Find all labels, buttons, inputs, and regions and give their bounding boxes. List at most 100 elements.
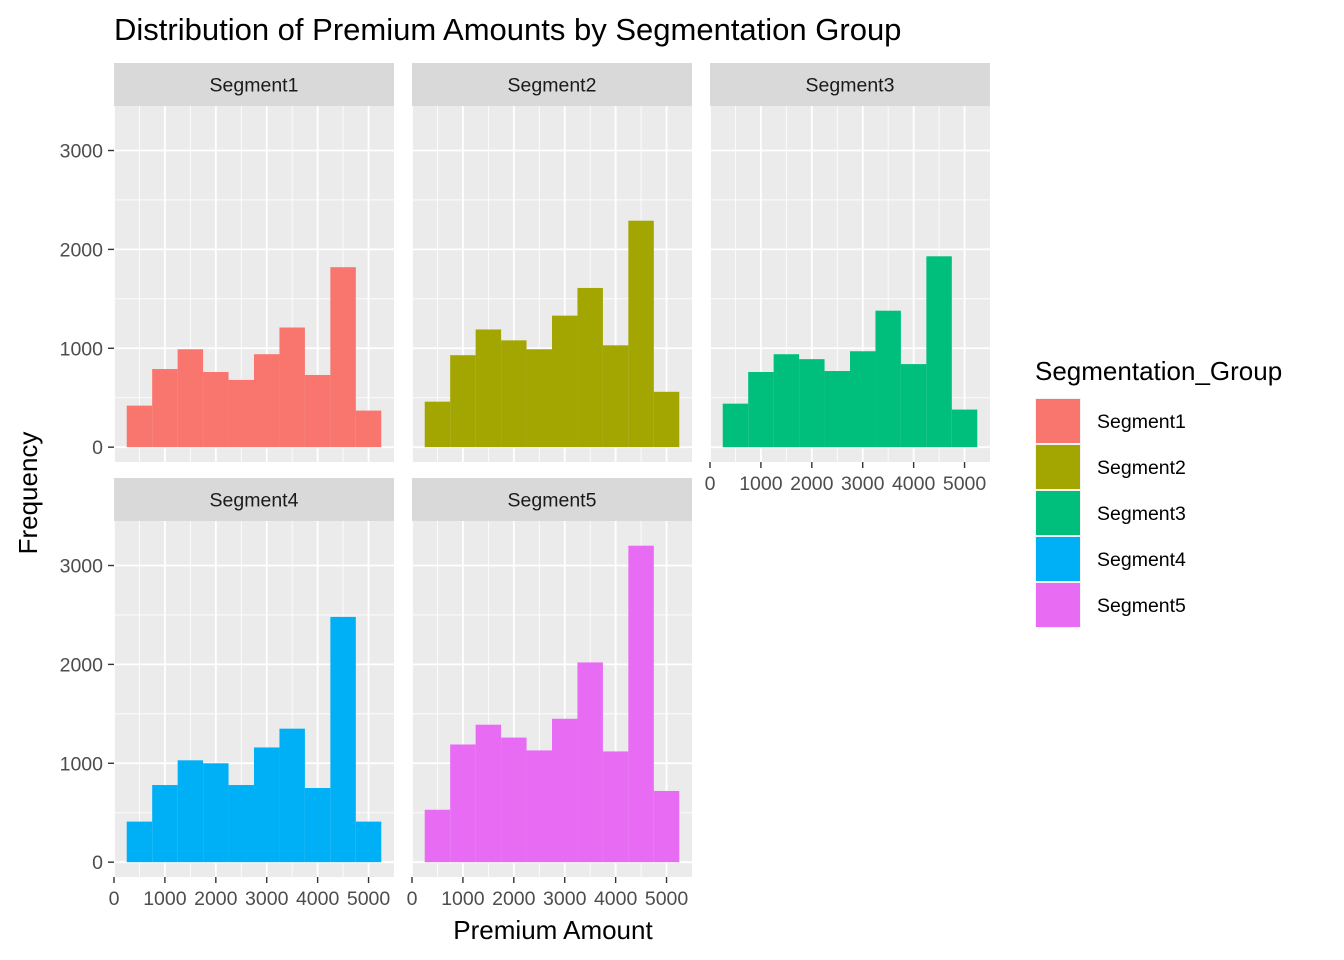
bar-segment2-bin-3 xyxy=(475,329,502,448)
bar-segment3-bin-1 xyxy=(722,403,749,448)
bar-segment1-bin-9 xyxy=(330,267,356,448)
y-tick-label: 1000 xyxy=(60,338,104,360)
bar-segment2-bin-10 xyxy=(653,391,680,448)
bar-segment4-bin-5 xyxy=(228,785,254,863)
chart-title: Distribution of Premium Amounts by Segme… xyxy=(114,12,901,47)
x-tick-label: 3000 xyxy=(841,473,885,495)
bar-segment1-bin-1 xyxy=(126,405,153,448)
x-tick-label: 1000 xyxy=(739,473,783,495)
y-tick-label: 1000 xyxy=(60,753,104,775)
legend-item-segment4: Segment4 xyxy=(1035,536,1186,582)
y-axis-title: Frequency xyxy=(13,432,43,555)
legend-item-segment3: Segment3 xyxy=(1035,490,1186,536)
x-tick-label: 3000 xyxy=(543,888,587,910)
x-tick-label: 2000 xyxy=(492,888,536,910)
x-tick-label: 0 xyxy=(705,473,716,495)
bar-segment1-bin-10 xyxy=(355,410,382,448)
bar-segment5-bin-9 xyxy=(628,545,654,863)
x-tick-label: 5000 xyxy=(645,888,689,910)
y-tick-label: 3000 xyxy=(60,556,104,578)
legend-swatch xyxy=(1036,537,1080,581)
x-tick-label: 1000 xyxy=(441,888,485,910)
bar-segment2-bin-5 xyxy=(526,349,552,448)
bar-segment3-bin-3 xyxy=(773,354,800,448)
bar-segment4-bin-1 xyxy=(126,821,153,863)
strip-label: Segment1 xyxy=(210,75,299,97)
bar-segment5-bin-8 xyxy=(602,751,629,863)
legend-swatch xyxy=(1036,445,1080,489)
strip-segment2 xyxy=(412,63,692,106)
panel-segment3: Segment3 0 1000 2000 3000 4000 5000 xyxy=(705,63,990,495)
panel-segment1: Segment1 0 1000 2000 3000 xyxy=(60,63,394,462)
strip-segment3 xyxy=(710,63,990,106)
x-tick-label: 2000 xyxy=(194,888,238,910)
bar-segment1-bin-3 xyxy=(177,349,204,448)
bar-segment1-bin-5 xyxy=(228,379,254,448)
bar-segment5-bin-1 xyxy=(424,809,451,863)
strip-label: Segment3 xyxy=(806,75,895,97)
bar-segment1-bin-4 xyxy=(203,372,229,448)
bar-segment5-bin-4 xyxy=(501,737,527,863)
bar-segment3-bin-4 xyxy=(799,359,825,448)
y-tick-label: 0 xyxy=(92,852,103,874)
strip-label: Segment2 xyxy=(508,75,597,97)
x-tick-label: 0 xyxy=(407,888,418,910)
legend-label: Segment4 xyxy=(1097,549,1186,571)
legend-label: Segment2 xyxy=(1097,457,1186,479)
x-tick-label: 4000 xyxy=(892,473,936,495)
x-tick-label: 5000 xyxy=(943,473,987,495)
y-tick-label: 2000 xyxy=(60,239,104,261)
bar-segment5-bin-7 xyxy=(577,662,603,863)
panel-segment2: Segment2 xyxy=(411,63,692,462)
legend-item-segment1: Segment1 xyxy=(1035,398,1186,444)
bar-segment2-bin-6 xyxy=(552,315,578,448)
bar-segment4-bin-8 xyxy=(304,788,331,863)
bar-segment2-bin-1 xyxy=(424,401,451,448)
strip-segment4 xyxy=(114,478,394,521)
panel-segment4: Segment4 0 1000 2000 3000 0 1000 2000 3000 4000 50… xyxy=(60,478,394,910)
legend-label: Segment3 xyxy=(1097,503,1186,525)
bar-segment3-bin-5 xyxy=(824,371,850,448)
legend-swatch xyxy=(1036,399,1080,443)
bar-segment1-bin-8 xyxy=(304,374,331,448)
bar-segment3-bin-6 xyxy=(850,351,876,448)
x-tick-label: 5000 xyxy=(347,888,391,910)
bar-segment5-bin-2 xyxy=(450,744,476,863)
x-tick-label: 3000 xyxy=(245,888,289,910)
bar-segment3-bin-10 xyxy=(951,409,978,448)
bar-segment3-bin-7 xyxy=(875,310,901,448)
legend-swatch xyxy=(1036,583,1080,627)
legend: Segmentation_Group Segment1 Segment2 Segme… xyxy=(1035,356,1282,628)
bar-segment4-bin-2 xyxy=(152,785,178,863)
strip-segment5 xyxy=(412,478,692,521)
bar-segment4-bin-4 xyxy=(203,763,229,863)
legend-swatch xyxy=(1036,491,1080,535)
x-tick-label: 2000 xyxy=(790,473,834,495)
panel-segment5: Segment5 0 1000 2000 3000 4000 5000 xyxy=(407,478,692,910)
bar-segment1-bin-2 xyxy=(152,369,178,448)
legend-item-segment5: Segment5 xyxy=(1035,582,1186,628)
legend-title: Segmentation_Group xyxy=(1035,356,1282,386)
bar-segment5-bin-6 xyxy=(552,718,578,863)
bar-segment4-bin-10 xyxy=(355,821,382,863)
x-tick-label: 0 xyxy=(109,888,120,910)
bar-segment4-bin-9 xyxy=(330,616,356,863)
bar-segment3-bin-9 xyxy=(926,256,952,448)
bar-segment3-bin-2 xyxy=(748,372,774,448)
bar-segment2-bin-2 xyxy=(450,355,476,448)
strip-segment1 xyxy=(114,63,394,106)
x-axis-title: Premium Amount xyxy=(453,915,653,945)
legend-label: Segment5 xyxy=(1097,595,1186,617)
x-tick-label: 4000 xyxy=(296,888,340,910)
x-tick-label: 4000 xyxy=(594,888,638,910)
bar-segment4-bin-6 xyxy=(254,747,280,863)
facet-panels: Segment1 0 1000 2000 3000 Segment2 Segment3 0 10… xyxy=(60,63,990,910)
bar-segment2-bin-8 xyxy=(602,345,629,448)
bar-segment4-bin-7 xyxy=(279,728,305,863)
bar-segment5-bin-10 xyxy=(653,790,680,863)
legend-label: Segment1 xyxy=(1097,411,1186,433)
bar-segment4-bin-3 xyxy=(177,760,204,863)
bar-segment1-bin-7 xyxy=(279,327,305,448)
bar-segment3-bin-8 xyxy=(900,364,927,448)
